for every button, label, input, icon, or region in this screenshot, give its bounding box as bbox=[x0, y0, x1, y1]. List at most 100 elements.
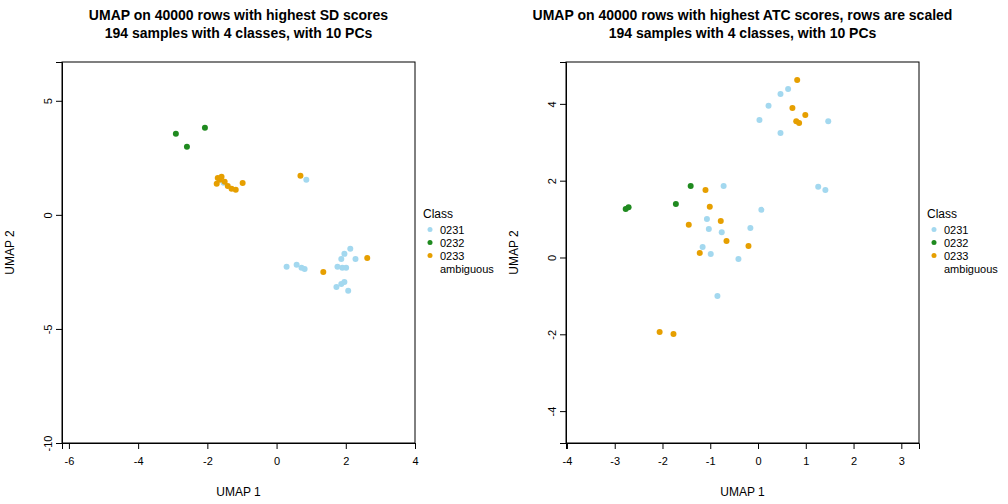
tick-mark bbox=[560, 104, 566, 105]
tick-label: -4 bbox=[563, 455, 573, 467]
point bbox=[341, 279, 347, 285]
point bbox=[707, 204, 713, 210]
tick-mark bbox=[806, 443, 807, 449]
tick-mark bbox=[415, 443, 416, 449]
tick-mark bbox=[560, 334, 566, 335]
tick: 0 bbox=[42, 212, 62, 218]
tick-mark bbox=[758, 443, 759, 449]
tick-label: -3 bbox=[610, 455, 620, 467]
legend-title: Class bbox=[927, 207, 957, 221]
legend-title: Class bbox=[423, 207, 453, 221]
series bbox=[221, 177, 359, 294]
tick-mark bbox=[560, 411, 566, 412]
tick-label: 3 bbox=[899, 455, 905, 467]
tick-label: 4 bbox=[412, 455, 418, 467]
legend-marker bbox=[428, 253, 433, 258]
tick-label: -10 bbox=[42, 436, 54, 452]
legend-label: 0232 bbox=[944, 237, 968, 249]
legend-marker bbox=[932, 227, 937, 232]
point bbox=[718, 218, 724, 224]
series bbox=[700, 86, 832, 299]
point bbox=[302, 266, 308, 272]
series bbox=[657, 77, 809, 337]
point bbox=[825, 118, 831, 124]
tick-label: -4 bbox=[134, 455, 144, 467]
x-axis: -4-3-2-10123 bbox=[563, 443, 920, 467]
plot-frame bbox=[62, 62, 415, 443]
tick: -4 bbox=[546, 407, 566, 417]
subtitle: 194 samples with 4 classes, with 10 PCs bbox=[609, 25, 877, 41]
tick: -3 bbox=[610, 443, 620, 467]
y-axis: -4 -2 0 2 4 bbox=[546, 63, 567, 444]
tick: -2 bbox=[658, 443, 668, 467]
point bbox=[766, 103, 772, 109]
tick-mark bbox=[138, 443, 139, 449]
y-axis: -10 -5 0 5 bbox=[42, 63, 63, 452]
point bbox=[364, 255, 370, 261]
x-axis: -6 -4 -2 0 2 4 bbox=[63, 443, 419, 467]
tick-label: 2 bbox=[851, 455, 857, 467]
tick-mark bbox=[56, 215, 62, 216]
tick-label: 5 bbox=[42, 98, 54, 104]
tick-mark bbox=[560, 181, 566, 182]
tick: 2 bbox=[546, 178, 566, 184]
plot-frame bbox=[566, 62, 919, 443]
x-axis-label: UMAP 1 bbox=[216, 485, 261, 499]
y-axis-label: UMAP 2 bbox=[507, 230, 521, 275]
tick-mark bbox=[854, 443, 855, 449]
tick-mark bbox=[560, 257, 566, 258]
tick: 4 bbox=[412, 443, 418, 467]
tick-mark bbox=[901, 443, 902, 449]
tick: 1 bbox=[803, 443, 809, 467]
point bbox=[173, 131, 179, 137]
tick-label: -1 bbox=[706, 455, 716, 467]
point bbox=[284, 264, 290, 270]
legend-marker bbox=[428, 227, 433, 232]
tick-label: 0 bbox=[546, 255, 558, 261]
series bbox=[173, 125, 208, 150]
point bbox=[756, 117, 762, 123]
tick-mark bbox=[346, 443, 347, 449]
series bbox=[623, 183, 694, 212]
tick-mark bbox=[56, 101, 62, 102]
tick-mark bbox=[56, 443, 62, 444]
legend: Class023102320233ambiguous bbox=[423, 207, 494, 275]
point bbox=[320, 269, 326, 275]
point bbox=[796, 120, 802, 126]
point bbox=[297, 173, 303, 179]
tick: 0 bbox=[546, 255, 566, 261]
legend-label: 0231 bbox=[440, 224, 464, 236]
tick-mark bbox=[567, 443, 568, 449]
point bbox=[719, 229, 725, 235]
point bbox=[219, 174, 225, 180]
tick-label: 0 bbox=[42, 212, 54, 218]
panel: UMAP on 40000 rows with highest SD score… bbox=[3, 7, 494, 499]
tick-mark bbox=[662, 443, 663, 449]
point bbox=[233, 187, 239, 193]
title: UMAP on 40000 rows with highest SD score… bbox=[89, 7, 388, 23]
legend-marker bbox=[932, 253, 937, 258]
point bbox=[670, 331, 676, 337]
tick-label: -5 bbox=[42, 325, 54, 335]
point bbox=[700, 244, 706, 250]
points bbox=[173, 125, 370, 294]
y-axis-label: UMAP 2 bbox=[3, 230, 17, 275]
tick: 2 bbox=[343, 443, 349, 467]
point bbox=[777, 91, 783, 97]
tick: -2 bbox=[203, 443, 213, 467]
point bbox=[688, 183, 694, 189]
point bbox=[789, 105, 795, 111]
point bbox=[723, 238, 729, 244]
legend-label: 0232 bbox=[440, 237, 464, 249]
tick-label: -6 bbox=[65, 455, 75, 467]
tick-label: -2 bbox=[546, 330, 558, 340]
tick-label: -4 bbox=[546, 407, 558, 417]
tick: 0 bbox=[274, 443, 280, 467]
tick-mark bbox=[207, 443, 208, 449]
tick-mark bbox=[615, 443, 616, 449]
legend: Class023102320233ambiguous bbox=[927, 207, 998, 275]
point bbox=[794, 77, 800, 83]
tick-label: 0 bbox=[274, 455, 280, 467]
tick: 4 bbox=[546, 101, 566, 107]
figure: UMAP on 40000 rows with highest SD score… bbox=[0, 0, 1008, 504]
